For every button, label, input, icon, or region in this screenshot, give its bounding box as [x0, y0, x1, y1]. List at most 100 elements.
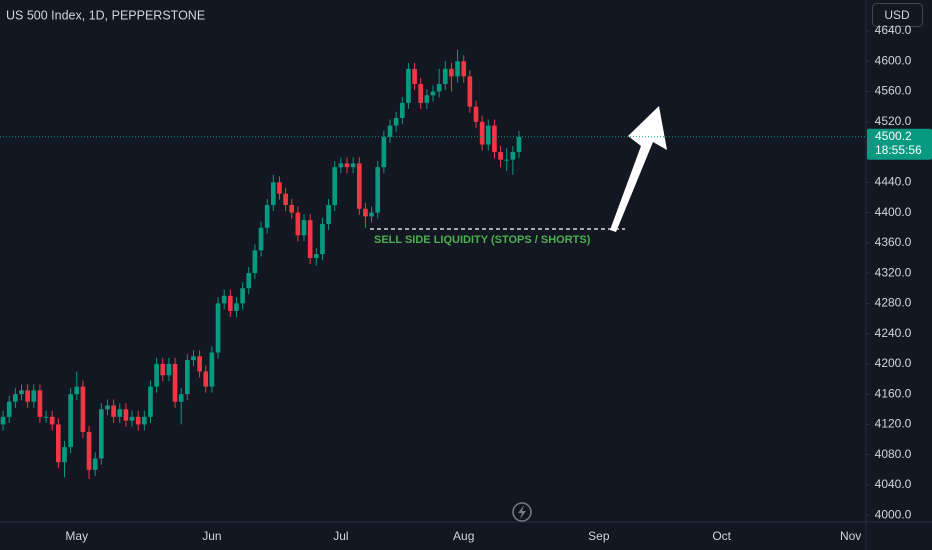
- candle-body: [510, 152, 516, 160]
- candle-body: [172, 363, 178, 402]
- candle-body: [148, 386, 153, 417]
- x-tick-label: May: [65, 529, 88, 543]
- candle-body: [221, 295, 227, 304]
- candle-body: [498, 152, 503, 160]
- candle-body: [461, 61, 467, 77]
- candle-body: [270, 182, 276, 206]
- y-tick-label: 4360.0: [875, 235, 912, 249]
- candle-body: [467, 76, 473, 107]
- candle-body: [56, 424, 61, 463]
- x-tick-label: Sep: [588, 529, 610, 543]
- candle-body: [49, 416, 55, 425]
- candle-body: [430, 91, 436, 96]
- candle-body: [350, 163, 356, 168]
- candle-body: [412, 68, 417, 84]
- candle-body: [516, 136, 522, 153]
- candle-body: [375, 167, 381, 213]
- candle-body: [240, 288, 245, 304]
- candle-body: [363, 208, 368, 217]
- y-tick-label: 4000.0: [875, 507, 912, 521]
- candle-body: [62, 447, 67, 463]
- candle-body: [424, 95, 430, 103]
- candle-body: [301, 220, 307, 236]
- y-tick-label: 4240.0: [875, 326, 912, 340]
- candle-body: [6, 401, 12, 417]
- y-tick-label: 4080.0: [875, 447, 912, 461]
- candle-body: [43, 416, 49, 418]
- candle-body: [191, 356, 196, 361]
- chart-title: US 500 Index, 1D, PEPPERSTONE: [6, 8, 205, 22]
- candle-body: [209, 352, 215, 387]
- candle-body: [332, 167, 338, 206]
- currency-label[interactable]: USD: [884, 8, 910, 22]
- candle-body: [129, 416, 135, 421]
- candle-body: [313, 254, 319, 258]
- candle-body: [184, 360, 190, 395]
- candle-body: [37, 390, 43, 417]
- candle-body: [492, 125, 497, 153]
- candle-body: [111, 405, 116, 417]
- candle-body: [252, 250, 258, 274]
- y-tick-label: 4200.0: [875, 356, 912, 370]
- candle-body: [258, 227, 264, 251]
- y-tick-label: 4640.0: [875, 23, 912, 37]
- x-tick-label: Nov: [840, 529, 861, 543]
- candle-body: [418, 83, 424, 103]
- candle-body: [399, 102, 405, 119]
- y-tick-label: 4120.0: [875, 417, 912, 431]
- candle-body: [455, 61, 460, 77]
- y-tick-label: 4160.0: [875, 386, 912, 400]
- currency-button[interactable]: [872, 3, 923, 27]
- annotation: SELL SIDE LIQUIDITY (STOPS / SHORTS): [374, 234, 591, 246]
- candle-body: [141, 416, 147, 425]
- candle-body: [326, 205, 331, 224]
- countdown-label: 18:55:56: [875, 143, 922, 157]
- x-tick-label: Jul: [333, 529, 348, 543]
- candle-body: [74, 386, 80, 395]
- candle-body: [289, 205, 295, 213]
- candle-body: [295, 212, 301, 236]
- candle-body: [117, 409, 123, 417]
- replay-circle[interactable]: [512, 502, 532, 522]
- candle-body: [338, 163, 344, 168]
- candle-body: [19, 390, 24, 395]
- last-price-label: 4500.2: [875, 129, 912, 143]
- arrow: [610, 106, 667, 232]
- y-tick-label: 4280.0: [875, 296, 912, 310]
- candle-body: [344, 163, 350, 168]
- candles: [0, 49, 522, 479]
- replay-bolt[interactable]: [518, 505, 526, 519]
- replay-icon[interactable]: [512, 502, 532, 522]
- candle-body: [68, 394, 73, 448]
- candle-body: [178, 394, 184, 402]
- candle-body: [387, 125, 393, 137]
- y-tick-label: 4560.0: [875, 84, 912, 98]
- x-tick-label: Aug: [453, 529, 474, 543]
- candle-body: [504, 159, 510, 161]
- candle-body: [197, 356, 202, 372]
- y-tick-label: 4040.0: [875, 477, 912, 491]
- candle-body: [283, 193, 288, 206]
- candle-body: [307, 220, 313, 258]
- candle-body: [99, 409, 104, 459]
- y-tick-label: 4520.0: [875, 114, 912, 128]
- last-price-tag: [867, 128, 932, 160]
- candle-body: [369, 212, 374, 217]
- candle-body: [123, 409, 129, 421]
- y-tick-label: 4320.0: [875, 265, 912, 279]
- candle-body: [80, 386, 86, 432]
- candle-body: [277, 182, 282, 194]
- candle-body: [234, 303, 239, 311]
- candle-body: [246, 273, 252, 289]
- candle-body: [13, 394, 18, 402]
- candle-body: [381, 136, 387, 168]
- x-tick-label: Oct: [712, 529, 731, 543]
- candle-body: [135, 416, 141, 425]
- candle-body: [154, 363, 159, 387]
- candle-body: [25, 390, 30, 402]
- y-tick-label: 4400.0: [875, 205, 912, 219]
- candle-body: [31, 390, 37, 402]
